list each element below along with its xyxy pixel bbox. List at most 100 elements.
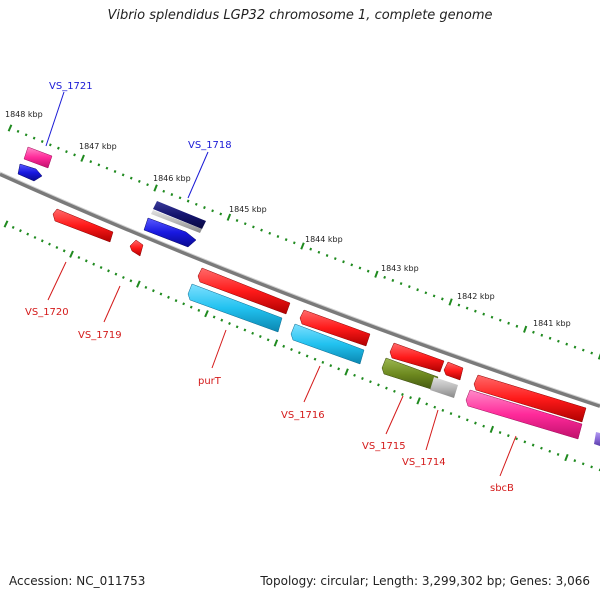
gene-sbcB-partner[interactable] [465,389,583,440]
gene-purT[interactable] [197,267,291,315]
gene-VS_1716-partner[interactable] [290,323,365,365]
inner-minor-tick [573,459,577,463]
leader-VS_1716 [303,365,321,403]
gene-VS_1714[interactable] [443,361,464,381]
inner-major-tick [416,397,421,405]
outer-minor-tick [432,294,436,298]
inner-minor-tick [235,325,239,329]
inner-major-tick [69,250,74,258]
outer-minor-tick [548,336,552,340]
inner-minor-tick [251,331,255,335]
outer-minor-tick [89,160,93,164]
inner-minor-tick [329,364,333,368]
inner-minor-tick [55,245,59,250]
label-purT[interactable]: purT [198,376,222,387]
outer-minor-tick [40,140,44,143]
gene-VS_1718[interactable] [151,201,206,233]
outer-minor-tick [399,282,403,286]
inner-minor-tick [174,299,178,303]
inner-minor-tick [482,424,486,428]
outer-minor-tick [129,176,133,180]
label-VS_1720[interactable]: VS_1720 [25,307,69,318]
leader-VS_1714 [425,409,439,451]
gene-VS_1715-partner[interactable] [381,357,458,398]
gene-VS_1718-partner[interactable] [143,217,197,248]
outer-minor-tick [276,235,280,238]
outer-minor-tick [194,202,198,206]
outer-minor-tick [284,238,288,242]
outer-minor-tick [590,351,594,355]
outer-minor-tick [268,231,272,235]
outer-minor-tick [211,209,214,213]
gene-VS_1721-partner[interactable] [17,163,43,182]
leader-lines [45,91,517,477]
gene-VS_1719[interactable] [129,239,144,257]
outer-minor-tick [235,219,239,222]
leader-VS_1715 [385,395,404,435]
genome-backbone-highlight [0,171,600,405]
outer-minor-tick [105,166,109,170]
outer-minor-tick [309,247,313,251]
inner-minor-tick [77,255,81,260]
inner-minor-tick [290,347,293,352]
inner-minor-tick [321,360,325,364]
outer-minor-tick [16,129,20,133]
inner-minor-tick [258,335,262,338]
kbp-label-1844: 1844 kbp [305,235,343,244]
outer-minor-tick [424,291,428,295]
inner-minor-tick [243,328,247,332]
inner-minor-tick [33,235,37,239]
gene-sbcB[interactable] [473,374,587,423]
inner-minor-tick [377,383,380,387]
kbp-label-1841: 1841 kbp [533,319,571,328]
inner-minor-tick [220,318,224,322]
label-VS_1716[interactable]: VS_1716 [281,410,325,421]
inner-minor-tick [62,249,66,253]
inner-minor-tick [385,386,388,390]
outer-minor-tick [186,199,190,203]
inner-minor-tick [457,415,461,419]
outer-minor-tick [243,222,247,226]
outer-minor-tick [292,241,296,245]
inner-minor-tick [531,443,535,447]
outer-minor-tick [113,170,117,173]
outer-minor-tick [515,324,519,328]
label-VS_1715[interactable]: VS_1715 [362,441,406,452]
inner-minor-tick [182,302,186,306]
leader-VS_1721 [45,91,65,147]
outer-minor-tick [498,318,502,322]
gene-VS_1721[interactable] [23,146,53,169]
inner-minor-tick [121,275,125,279]
inner-minor-tick [361,377,364,380]
inner-minor-tick [144,285,148,289]
outer-major-tick [597,353,600,360]
inner-minor-tick [40,239,44,243]
gene-edge-violet[interactable] [594,432,600,446]
inner-minor-tick [197,308,201,312]
outer-minor-tick [219,212,223,216]
label-VS_1718[interactable]: VS_1718 [188,140,232,151]
genome-summary-text: Topology: circular; Length: 3,299,302 bp… [260,574,590,588]
outer-minor-tick [170,193,174,197]
label-sbcB[interactable]: sbcB [490,483,514,494]
outer-minor-tick [121,173,125,177]
gene-VS_1715[interactable] [389,342,445,373]
label-VS_1719[interactable]: VS_1719 [78,330,122,341]
outer-minor-tick [465,306,469,310]
label-VS_1714[interactable]: VS_1714 [402,457,446,468]
map-title: Vibrio splendidus LGP32 chromosome 1, co… [107,8,493,23]
inner-minor-tick [228,321,231,326]
gene-purT-partner[interactable] [187,283,283,333]
kbp-label-1845: 1845 kbp [229,205,267,214]
outer-major-tick [7,124,13,132]
gene-VS_1720[interactable] [52,208,114,243]
inner-minor-tick [151,289,155,293]
outer-minor-tick [162,189,166,193]
gene-VS_1716[interactable] [299,309,371,347]
outer-major-tick [448,298,453,306]
inner-major-tick [344,368,349,376]
inner-minor-tick [581,462,585,466]
outer-minor-tick [137,179,141,183]
label-VS_1721[interactable]: VS_1721 [49,81,93,92]
